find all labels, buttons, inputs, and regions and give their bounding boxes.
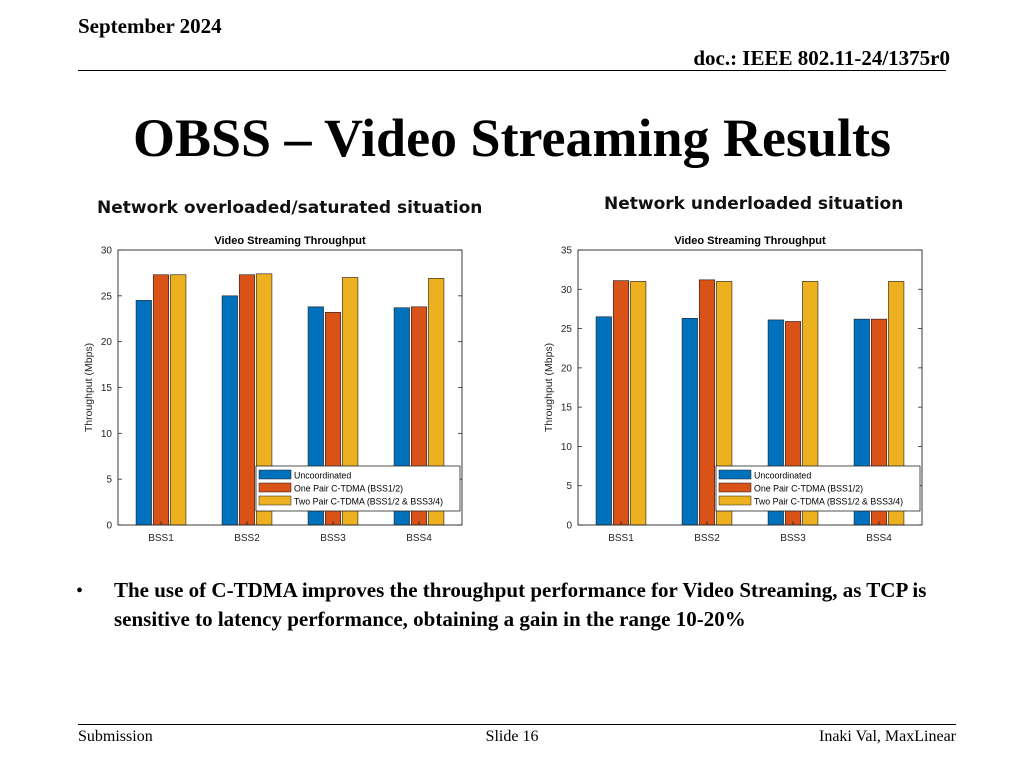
y-tick-label: 15 bbox=[561, 403, 573, 414]
legend-label: Uncoordinated bbox=[754, 471, 811, 481]
subtitle-overloaded: Network overloaded/saturated situation bbox=[97, 198, 483, 218]
subtitle-underloaded: Network underloaded situation bbox=[604, 194, 904, 214]
y-tick-label: 25 bbox=[561, 324, 573, 335]
y-tick-label: 30 bbox=[101, 246, 113, 257]
slide-title: OBSS – Video Streaming Results bbox=[132, 108, 892, 168]
bar-bss1-series-1 bbox=[135, 300, 152, 526]
bar-bss1-series-2 bbox=[152, 274, 170, 526]
legend-label: Uncoordinated bbox=[294, 471, 351, 481]
footer-author: Inaki Val, MaxLinear bbox=[819, 728, 956, 745]
x-tick-label: BSS2 bbox=[234, 533, 260, 544]
header-rule bbox=[78, 70, 946, 71]
x-tick-label: BSS3 bbox=[780, 533, 806, 544]
x-tick-label: BSS2 bbox=[694, 533, 720, 544]
legend-label: Two Pair C-TDMA (BSS1/2 & BSS3/4) bbox=[754, 497, 903, 507]
footer-submission: Submission bbox=[78, 728, 153, 745]
chart-underloaded: Video Streaming Throughput 0 5 10 15 20 25 30 35… bbox=[543, 235, 923, 544]
legend-swatch bbox=[718, 482, 752, 493]
x-tick-label: BSS1 bbox=[148, 533, 174, 544]
y-tick-label: 10 bbox=[561, 442, 573, 453]
chart-legend: Uncoordinated One Pair C-TDMA (BSS1/2) Two… bbox=[255, 465, 461, 512]
bar-bss1-series-1 bbox=[595, 316, 612, 526]
bar-bss1-series-3 bbox=[630, 281, 647, 526]
legend-label: Two Pair C-TDMA (BSS1/2 & BSS3/4) bbox=[294, 497, 443, 507]
y-tick-label: 20 bbox=[561, 363, 573, 374]
bar-bss2-series-1 bbox=[681, 318, 698, 526]
plot-frame bbox=[577, 249, 923, 526]
y-tick-label: 0 bbox=[566, 521, 572, 532]
legend-swatch bbox=[718, 469, 752, 480]
y-tick-label: 10 bbox=[101, 429, 113, 440]
y-tick-label: 35 bbox=[561, 246, 573, 257]
bar-bss1-series-3 bbox=[170, 274, 187, 526]
bullet-text: The use of C-TDMA improves the throughpu… bbox=[114, 578, 927, 631]
chart-title: Video Streaming Throughput bbox=[214, 235, 366, 247]
y-tick-label: 20 bbox=[101, 337, 113, 348]
legend-swatch bbox=[258, 469, 292, 480]
x-tick-label: BSS4 bbox=[406, 533, 432, 544]
chart-overloaded: Video Streaming Throughput 0 5 10 15 20 25 30 Th… bbox=[83, 235, 463, 544]
y-axis-label: Throughput (Mbps) bbox=[83, 343, 95, 432]
y-tick-label: 25 bbox=[101, 291, 113, 302]
plot-frame bbox=[117, 249, 463, 526]
x-tick-label: BSS3 bbox=[320, 533, 346, 544]
header-doc-id: doc.: IEEE 802.11-24/1375r0 bbox=[693, 46, 950, 70]
header-date: September 2024 bbox=[78, 14, 222, 38]
legend-label: One Pair C-TDMA (BSS1/2) bbox=[294, 484, 403, 494]
legend-swatch bbox=[718, 495, 752, 506]
bullet-marker: • bbox=[76, 580, 84, 602]
chart-legend: Uncoordinated One Pair C-TDMA (BSS1/2) Two… bbox=[715, 465, 921, 512]
bar-bss2-series-2 bbox=[238, 274, 256, 526]
footer-rule bbox=[78, 724, 956, 725]
legend-swatch bbox=[258, 482, 292, 493]
chart-title: Video Streaming Throughput bbox=[674, 235, 826, 247]
y-tick-label: 5 bbox=[106, 475, 112, 486]
y-axis-label: Throughput (Mbps) bbox=[543, 343, 555, 432]
bar-bss2-series-2 bbox=[698, 279, 716, 526]
y-tick-label: 30 bbox=[561, 285, 573, 296]
legend-label: One Pair C-TDMA (BSS1/2) bbox=[754, 484, 863, 494]
y-tick-label: 0 bbox=[106, 521, 112, 532]
y-tick-label: 15 bbox=[101, 383, 113, 394]
bar-bss1-series-2 bbox=[612, 280, 630, 526]
legend-swatch bbox=[258, 495, 292, 506]
footer-slide-number: Slide 16 bbox=[485, 728, 539, 745]
x-tick-label: BSS1 bbox=[608, 533, 634, 544]
bar-bss2-series-1 bbox=[221, 295, 238, 526]
x-tick-label: BSS4 bbox=[866, 533, 892, 544]
y-tick-label: 5 bbox=[566, 481, 572, 492]
